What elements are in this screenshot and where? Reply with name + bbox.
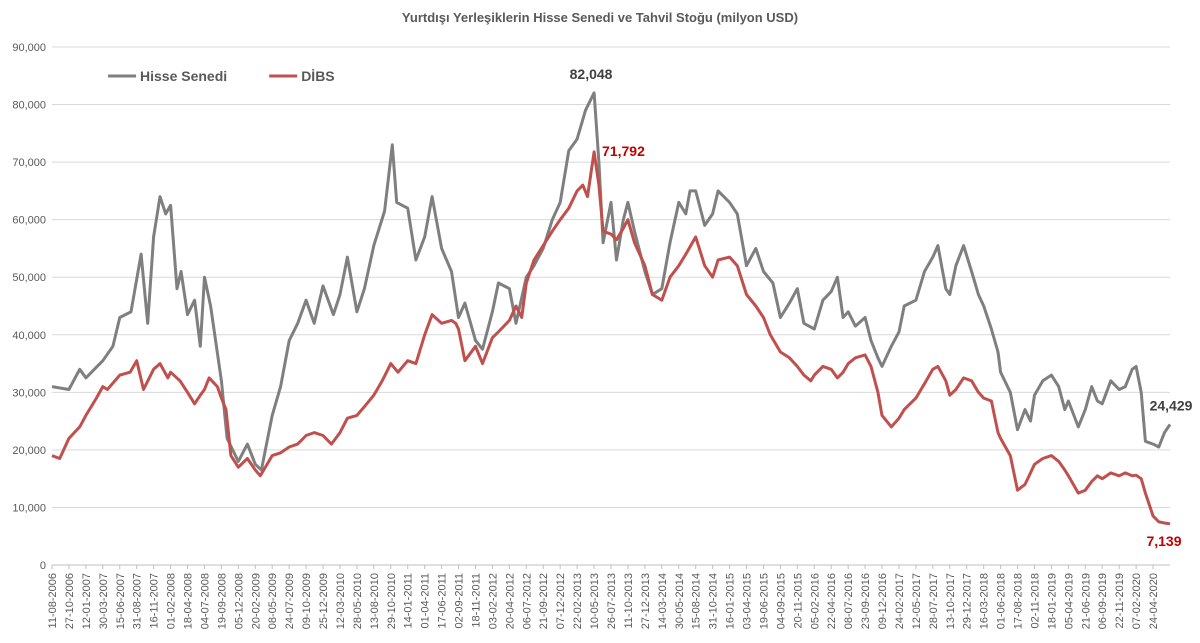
legend-label: DİBS [301,68,334,84]
x-tick-label: 22-11-2019 [1114,573,1126,628]
y-tick-label: 0 [40,560,46,572]
gridlines [52,46,1170,508]
x-tick-label: 27-12-2013 [640,573,652,629]
x-tick-label: 28-05-2010 [352,573,364,629]
y-tick-label: 50,000 [12,272,46,284]
x-tick-label: 09-10-2009 [301,573,313,629]
x-tick-label: 31-08-2007 [132,573,144,629]
y-tick-label: 70,000 [12,157,46,169]
x-tick-label: 12-01-2007 [81,573,93,629]
x-tick-label: 01-04-2011 [420,573,432,628]
x-tick-label: 30-05-2014 [674,573,686,629]
x-tick-label: 11-10-2013 [623,573,635,628]
x-tick-label: 29-12-2017 [962,573,974,629]
x-tick-label: 19-06-2015 [758,573,770,629]
x-tick-label: 15-08-2014 [691,573,703,629]
data-labels: 82,048 71,792 24,429 7,139 [570,66,1193,549]
series-lines [51,91,1172,526]
x-tick-label: 04-07-2008 [199,573,211,629]
x-tick-label: 20-02-2009 [250,573,262,629]
y-tick-label: 20,000 [12,445,46,457]
x-tick-label: 14-01-2011 [403,573,415,628]
y-tick-label: 40,000 [12,330,46,342]
chart-title: Yurtdışı Yerleşiklerin Hisse Senedi ve T… [402,10,798,25]
x-axis: 11-08-2006 27-10-2006 12-01-2007 30-03-2007… [47,564,1170,629]
legend-label: Hisse Senedi [140,68,227,84]
x-tick-label: 05-02-2016 [809,573,821,629]
x-tick-label: 02-09-2011 [454,573,466,628]
x-tick-label: 24-02-2017 [894,573,906,629]
x-tick-label: 16-11-2007 [149,573,161,628]
x-tick-label: 12-03-2010 [335,573,347,629]
x-tick-label: 18-11-2011 [470,573,482,628]
x-tick-label: 27-10-2006 [64,573,76,629]
x-tick-label: 03-04-2015 [742,573,754,629]
x-tick-label: 01-06-2018 [996,573,1008,629]
legend: Hisse Senedi DİBS [108,68,335,84]
data-label: 71,792 [602,143,645,159]
x-tick-label: 18-04-2008 [183,573,195,629]
x-tick-label: 08-07-2016 [843,573,855,629]
x-tick-label: 14-03-2014 [657,573,669,629]
x-tick-label: 26-07-2013 [606,573,618,629]
x-tick-label: 12-05-2017 [911,573,923,629]
x-tick-label: 07-12-2012 [555,573,567,629]
data-label: 82,048 [570,66,613,82]
x-tick-label: 05-12-2008 [233,573,245,629]
x-tick-label: 10-05-2013 [589,573,601,629]
x-tick-label: 05-04-2019 [1063,573,1075,629]
x-tick-label: 06-09-2019 [1097,573,1109,629]
y-tick-label: 60,000 [12,215,46,227]
x-tick-label: 17-08-2018 [1013,573,1025,629]
x-tick-label: 16-01-2015 [725,573,737,629]
y-tick-label: 90,000 [12,42,46,54]
x-tick-label: 20-04-2012 [504,573,516,629]
x-tick-label: 04-09-2015 [775,573,787,629]
x-tick-label: 18-01-2019 [1046,573,1058,629]
x-tick-label: 21-09-2012 [538,573,550,629]
x-tick-label: 09-12-2016 [877,573,889,629]
x-tick-label: 31-10-2014 [708,573,720,629]
y-tick-label: 80,000 [12,100,46,112]
x-tick-label: 07-02-2020 [1131,573,1143,629]
x-tick-label: 24-07-2009 [284,573,296,629]
x-tick-label: 19-09-2008 [216,573,228,629]
x-tick-label: 03-02-2012 [487,573,499,629]
x-tick-label: 13-10-2017 [945,573,957,629]
series-line [51,150,1171,526]
x-tick-label: 24-04-2020 [1148,573,1160,629]
x-tick-label: 13-08-2010 [369,573,381,629]
x-tick-label: 20-11-2015 [792,573,804,628]
x-tick-label: 21-06-2019 [1080,573,1092,629]
x-tick-label: 22-04-2016 [826,573,838,629]
x-tick-label: 23-09-2016 [860,573,872,629]
x-tick-label: 29-10-2010 [386,573,398,629]
data-label: 24,429 [1150,397,1193,413]
y-tick-label: 30,000 [12,387,46,399]
x-tick-label: 15-06-2007 [115,573,127,629]
x-tick-label: 01-02-2008 [166,573,178,629]
x-tick-label: 17-06-2011 [437,573,449,628]
x-tick-label: 11-08-2006 [47,573,59,628]
x-tick-label: 30-03-2007 [98,573,110,629]
x-tick-label: 06-07-2012 [521,573,533,629]
y-axis: 0 10,000 20,000 30,000 40,000 50,000 60,000 70,… [12,42,46,572]
x-tick-label: 16-03-2018 [979,573,991,629]
y-tick-label: 10,000 [12,502,46,514]
x-tick-label: 08-05-2009 [267,573,279,629]
data-label: 7,139 [1146,533,1181,549]
x-tick-label: 28-07-2017 [928,573,940,629]
x-tick-label: 22-02-2013 [572,573,584,629]
x-tick-label: 25-12-2009 [318,573,330,629]
x-tick-label: 02-11-2018 [1029,573,1041,628]
